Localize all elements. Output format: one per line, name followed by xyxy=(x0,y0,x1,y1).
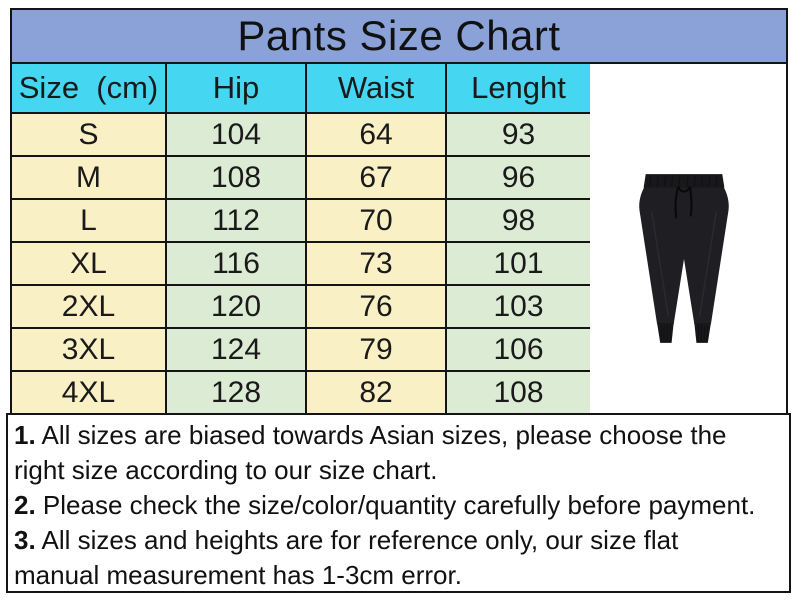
cell-waist: 76 xyxy=(305,284,447,329)
note-number: 1. xyxy=(14,420,36,450)
note-line: 1. All sizes are biased towards Asian si… xyxy=(14,418,789,453)
note-line: 2. Please check the size/color/quantity … xyxy=(14,488,789,523)
black-jogger-pants-image xyxy=(639,174,729,343)
cell-length: 106 xyxy=(445,327,592,372)
cell-waist: 70 xyxy=(305,198,447,243)
cell-hip: 104 xyxy=(165,112,307,157)
product-photo-panel xyxy=(590,64,788,413)
cell-hip: 112 xyxy=(165,198,307,243)
note-text: right size according to our size chart. xyxy=(14,455,438,485)
page-title: Pants Size Chart xyxy=(10,8,788,64)
note-text: Please check the size/color/quantity car… xyxy=(35,490,756,520)
column-header-hip: Hip xyxy=(165,62,307,114)
cell-size: S xyxy=(10,112,167,157)
cell-waist: 79 xyxy=(305,327,447,372)
table-row: 2XL 120 76 103 xyxy=(10,284,592,329)
note-number: 3. xyxy=(14,525,36,555)
column-header-size: Size (cm) xyxy=(10,62,167,114)
cell-size: 2XL xyxy=(10,284,167,329)
note-text: manual measurement has 1-3cm error. xyxy=(14,560,462,590)
cell-size: L xyxy=(10,198,167,243)
cell-length: 98 xyxy=(445,198,592,243)
cell-length: 93 xyxy=(445,112,592,157)
cell-hip: 124 xyxy=(165,327,307,372)
size-table: Size (cm) Hip Waist Lenght S 104 64 93 M… xyxy=(10,62,592,415)
cell-length: 96 xyxy=(445,155,592,200)
note-text: All sizes and heights are for reference … xyxy=(35,525,679,555)
table-row: 3XL 124 79 106 xyxy=(10,327,592,372)
table-row: XL 116 73 101 xyxy=(10,241,592,286)
cell-waist: 73 xyxy=(305,241,447,286)
note-line: 3. All sizes and heights are for referen… xyxy=(14,523,789,558)
cell-waist: 64 xyxy=(305,112,447,157)
size-table-wrap: Size (cm) Hip Waist Lenght S 104 64 93 M… xyxy=(10,62,592,415)
notes-panel: 1. All sizes are biased towards Asian si… xyxy=(6,413,791,593)
cell-hip: 128 xyxy=(165,370,307,415)
cell-size: 4XL xyxy=(10,370,167,415)
cell-length: 108 xyxy=(445,370,592,415)
cell-waist: 82 xyxy=(305,370,447,415)
cell-size: M xyxy=(10,155,167,200)
cell-hip: 116 xyxy=(165,241,307,286)
column-header-length: Lenght xyxy=(445,62,592,114)
note-text: All sizes are biased towards Asian sizes… xyxy=(35,420,727,450)
note-line: right size according to our size chart. xyxy=(14,453,789,488)
header-row: Size (cm) Hip Waist Lenght xyxy=(10,62,592,114)
note-line: manual measurement has 1-3cm error. xyxy=(14,558,789,593)
cell-length: 101 xyxy=(445,241,592,286)
cell-size: 3XL xyxy=(10,327,167,372)
table-row: 4XL 128 82 108 xyxy=(10,370,592,415)
table-row: S 104 64 93 xyxy=(10,112,592,157)
cell-length: 103 xyxy=(445,284,592,329)
cell-hip: 120 xyxy=(165,284,307,329)
column-header-waist: Waist xyxy=(305,62,447,114)
table-row: M 108 67 96 xyxy=(10,155,592,200)
cell-size: XL xyxy=(10,241,167,286)
cell-hip: 108 xyxy=(165,155,307,200)
table-row: L 112 70 98 xyxy=(10,198,592,243)
note-number: 2. xyxy=(14,490,36,520)
cell-waist: 67 xyxy=(305,155,447,200)
